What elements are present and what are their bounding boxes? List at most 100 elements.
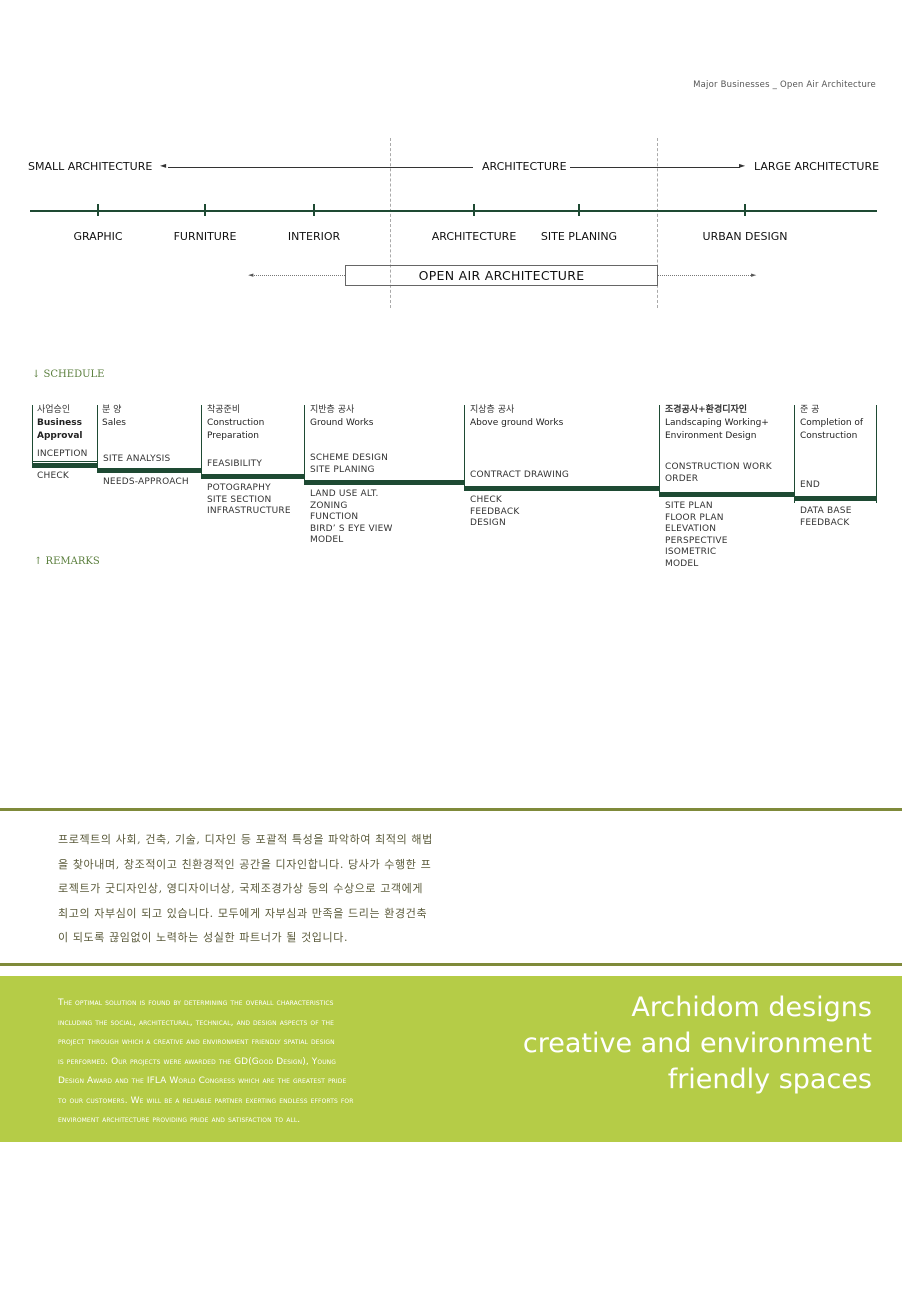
step-upper: CONTRACT DRAWING: [470, 470, 570, 480]
english-line: The optimal solution is found by determi…: [58, 998, 334, 1008]
step-above-ground-works: 지상층 공사 Above ground Works: [470, 404, 563, 430]
step-lower: ELEVATION: [665, 524, 717, 534]
architecture-label: ARCHITECTURE: [482, 160, 567, 173]
step-en: Above ground Works: [470, 418, 564, 428]
step-lower: NEEDS-APPROACH: [103, 477, 189, 487]
step-en: Ground Works: [310, 418, 374, 428]
step-upper-list: CONSTRUCTION WORK ORDER: [665, 462, 772, 485]
small-architecture-label: SMALL ARCHITECTURE: [28, 160, 153, 173]
korean-paragraph: 프로젝트의 사회, 건축, 기술, 디자인 등 포괄적 특성을 파악하여 최적의…: [58, 828, 493, 951]
schedule-label: ↓ SCHEDULE: [32, 369, 105, 380]
step-lower: MODEL: [665, 558, 699, 569]
divider-top: [0, 808, 902, 811]
step-en: Completion of: [800, 418, 864, 428]
step-edge: [32, 405, 33, 467]
step-upper: SITE ANALYSIS: [103, 454, 171, 464]
step-bar: [32, 463, 98, 468]
step-lower: FEEDBACK: [470, 506, 520, 517]
step-lower: DESIGN: [470, 518, 506, 528]
step-lower: FLOOR PLAN: [665, 512, 724, 523]
step-en: Landscaping Working+: [665, 418, 769, 428]
step-upper: ORDER: [665, 473, 699, 484]
category-architecture: ARCHITECTURE: [431, 230, 517, 243]
step-kr: 사업승인: [37, 405, 71, 415]
step-edge: [794, 405, 795, 503]
step-lower: BIRD’ S EYE VIEW: [310, 523, 393, 534]
step-lower: CHECK: [37, 471, 69, 481]
step-bar: [201, 474, 305, 479]
category-furniture: FURNITURE: [173, 230, 237, 243]
category-interior: INTERIOR: [287, 230, 341, 243]
step-ground-works: 지반층 공사 Ground Works: [310, 404, 373, 430]
slogan-line: Archidom designs: [631, 992, 872, 1023]
slogan-line: friendly spaces: [667, 1064, 872, 1095]
step-edge: [464, 405, 465, 491]
step-lower: INFRASTRUCTURE: [207, 506, 291, 516]
arrow-line-left: [168, 167, 473, 168]
step-line: [32, 461, 98, 462]
step-lower-list: POTOGRAPHY SITE SECTION INFRASTRUCTURE: [207, 483, 291, 518]
step-kr: 준 공: [800, 405, 820, 415]
step-en: Construction: [800, 431, 858, 441]
dotted-arrow-right-icon: ►: [751, 271, 757, 279]
step-kr: 지상층 공사: [470, 405, 515, 415]
step-edge: [876, 405, 877, 503]
step-lower: SITE PLAN: [665, 501, 713, 511]
step-lower: FUNCTION: [310, 512, 359, 522]
english-paragraph: The optimal solution is found by determi…: [58, 994, 490, 1131]
step-upper: END: [800, 480, 820, 490]
divider-right: [657, 138, 658, 308]
step-en: Sales: [102, 418, 126, 428]
dotted-line-right: [658, 275, 753, 276]
step-lower: SITE SECTION: [207, 494, 272, 505]
english-line: to our customers. We will be a reliable …: [58, 1095, 354, 1106]
step-edge: [97, 405, 98, 473]
divider-left: [390, 138, 391, 308]
step-lower: MODEL: [310, 535, 344, 545]
step-upper: SCHEME DESIGN: [310, 453, 389, 463]
category-urban-design: URBAN DESIGN: [702, 230, 788, 243]
english-line: Design Award and the IFLA World Congress…: [58, 1076, 347, 1086]
axis-tick: [578, 204, 580, 216]
open-air-architecture-box: OPEN AIR ARCHITECTURE: [345, 265, 658, 286]
step-edge: [304, 405, 305, 485]
step-lower: POTOGRAPHY: [207, 483, 271, 493]
step-lower: PERSPECTIVE: [665, 535, 728, 546]
arrow-right-icon: ►: [739, 161, 746, 170]
arrow-left-icon: ◄: [160, 161, 167, 170]
axis-tick: [97, 204, 99, 216]
korean-line: 을 찾아내며, 창조적이고 친환경적인 공간을 디자인합니다. 당사가 수행한 …: [58, 857, 432, 871]
korean-line: 로젝트가 굿디자인상, 영디자이너상, 국제조경가상 등의 수상으로 고객에게: [58, 882, 424, 895]
step-bar: [794, 496, 877, 501]
arrow-line-right: [570, 167, 740, 168]
step-bar: [464, 486, 659, 491]
step-lower: ZONING: [310, 500, 348, 511]
english-line: is performed. Our projects were awarded …: [58, 1056, 337, 1067]
step-kr: 지반층 공사: [310, 405, 355, 415]
korean-line: 이 되도록 끊임없이 노력하는 성실한 파트너가 될 것입니다.: [58, 931, 349, 944]
axis-tick: [313, 204, 315, 216]
step-en: Construction: [207, 418, 265, 428]
english-line: project through which a creative and env…: [58, 1037, 335, 1047]
step-lower: CHECK: [470, 495, 502, 505]
slogan-line: creative and environment: [522, 1028, 872, 1059]
step-en: Preparation: [207, 431, 259, 441]
step-completion: 준 공 Completion of Construction: [800, 404, 863, 443]
step-bar: [304, 480, 465, 485]
step-kr: 분 양: [102, 405, 122, 415]
axis-tick: [473, 204, 475, 216]
step-en: Business: [37, 418, 82, 428]
remarks-label: ↑ REMARKS: [34, 556, 100, 567]
dotted-line-left: [254, 275, 345, 276]
step-upper: CONSTRUCTION WORK: [665, 462, 772, 472]
step-lower-list: CHECK FEEDBACK DESIGN: [470, 495, 519, 530]
step-en: Approval: [37, 431, 83, 441]
step-sales: 분 양 Sales: [102, 404, 126, 430]
step-lower-list: SITE PLAN FLOOR PLAN ELEVATION PERSPECTI…: [665, 501, 728, 570]
step-landscaping: 조경공사+환경디자인 Landscaping Working+ Environm…: [665, 404, 769, 443]
step-upper: INCEPTION: [37, 449, 88, 459]
category-site-planing: SITE PLANING: [540, 230, 618, 243]
step-en: Environment Design: [665, 431, 757, 441]
step-kr: 조경공사+환경디자인: [665, 405, 748, 415]
step-business-approval: 사업승인 Business Approval: [37, 404, 83, 443]
